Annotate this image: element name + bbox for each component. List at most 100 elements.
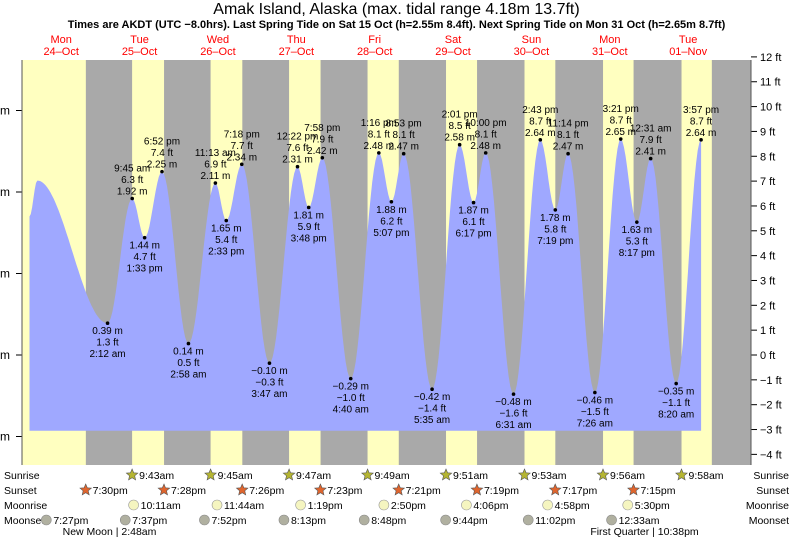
low-tide-marker: [471, 200, 476, 205]
moonset-icon: [440, 514, 451, 526]
moonrise-time: 4:06pm: [473, 500, 508, 512]
moonset-time: 8:48pm: [371, 515, 406, 527]
low-tide-marker: [553, 208, 558, 212]
sunset-icon: [548, 483, 562, 496]
tide-label: 2:01 pm: [442, 110, 478, 121]
day-name: Sun: [522, 34, 542, 46]
sunset-icon: [313, 483, 327, 496]
moonrise-icon: [128, 499, 139, 511]
tide-label: −0.29 m: [333, 382, 369, 393]
tide-label: 6.3 ft: [121, 175, 143, 186]
moonrise-time: 11:44am: [224, 500, 264, 512]
sunrise-icon: [282, 468, 296, 481]
high-tide-marker: [566, 151, 570, 156]
tide-label: 2:33 pm: [208, 247, 244, 258]
sunset-time: 7:17pm: [562, 485, 597, 497]
sunset-icon: [470, 483, 484, 496]
tide-label: 8:53 pm: [386, 119, 422, 130]
sunset-icon: [235, 483, 249, 496]
tide-label: 4:40 am: [333, 405, 369, 416]
sunset-time: 7:28pm: [171, 485, 206, 497]
row-label-moonset: Moonset: [749, 515, 789, 527]
y-tick-label-ft: −3 ft: [760, 425, 782, 437]
sunset-icon: [392, 483, 406, 496]
tide-label: 0.5 ft: [177, 358, 199, 369]
tide-label: −0.48 m: [495, 397, 531, 408]
tide-label: 8.7 ft: [610, 116, 632, 127]
high-tide-marker: [401, 151, 406, 156]
moonrise-time: 10:11am: [141, 500, 181, 512]
moonrise-icon: [378, 499, 390, 511]
low-tide-marker: [348, 376, 353, 381]
tide-label: 8:17 pm: [619, 248, 655, 259]
sunrise-icon: [361, 468, 375, 481]
tide-area: [29, 139, 702, 431]
tide-label: 2.58 m: [444, 133, 475, 144]
tide-extremes: 0.39 m1.3 ft2:12 am 9:45 am6.3 ft1.92 m 1.…: [89, 104, 719, 431]
sunset-icon: [79, 483, 93, 496]
row-label-sunrise: Sunrise: [753, 470, 789, 482]
tide-label: −0.42 m: [414, 392, 450, 403]
tide-label: 8.7 ft: [690, 116, 712, 127]
tide-label: 3:57 pm: [683, 105, 719, 116]
tide-label: 1:16 pm: [361, 118, 397, 129]
tide-label: 8.1 ft: [368, 129, 390, 140]
moonset-time: 7:27pm: [53, 515, 88, 527]
low-tide-marker: [430, 387, 434, 392]
tide-label: 1.65 m: [211, 224, 242, 235]
y-tick-label-m: 2 m: [0, 185, 10, 199]
tide-label: 6:52 pm: [144, 137, 180, 148]
tide-label: −1.4 ft: [418, 404, 446, 415]
high-tide-marker: [239, 162, 244, 167]
low-tide-marker: [224, 218, 229, 223]
sunrise-time: 9:58am: [689, 470, 724, 482]
tide-label: −1.1 ft: [662, 398, 690, 409]
y-tick-label-m: −1 m: [0, 430, 10, 444]
high-tide-marker: [130, 196, 135, 201]
sunrise-time: 9:49am: [375, 470, 410, 482]
y-tick-label-ft: 2 ft: [760, 300, 775, 312]
day-date: 24–Oct: [43, 46, 78, 58]
moonset-time: 7:52pm: [211, 515, 246, 527]
y-tick-label-m: 1 m: [0, 267, 10, 281]
tide-label: 8.1 ft: [557, 130, 579, 141]
y-tick-label-ft: −1 ft: [760, 375, 782, 387]
y-tick-label-ft: 9 ft: [760, 126, 775, 138]
y-tick-label-m: 0 m: [0, 348, 10, 362]
moon-phase: New Moon | 2:48am: [63, 526, 157, 538]
tide-label: 5:35 am: [414, 415, 450, 426]
high-tide-marker: [699, 138, 703, 142]
sunset-time: 7:21pm: [406, 485, 441, 497]
tide-label: 2.47 m: [553, 142, 584, 153]
low-tide-marker: [389, 199, 394, 204]
day-name: Thu: [287, 34, 306, 46]
moonrise-time: 1:19pm: [308, 500, 343, 512]
y-tick-label-m: 3 m: [0, 104, 10, 118]
tide-label: 11:13 am: [195, 148, 236, 159]
moonrise-time: 2:50pm: [391, 500, 426, 512]
sunrise-icon: [439, 468, 453, 481]
tide-label: 2:12 am: [89, 349, 125, 360]
sunset-time: 7:15pm: [640, 485, 675, 497]
tide-label: 2.48 m: [364, 141, 395, 152]
sunrise-time: 9:45am: [218, 470, 253, 482]
low-tide-marker: [674, 381, 678, 386]
low-tide-marker: [593, 390, 597, 395]
sunset-time: 7:23pm: [327, 485, 362, 497]
high-tide-marker: [213, 181, 218, 185]
day-name: Mon: [599, 34, 620, 46]
moonset-time: 9:44pm: [453, 515, 488, 527]
tide-label: 7.9 ft: [311, 134, 333, 145]
moonset-icon: [278, 514, 290, 526]
low-tide-marker: [186, 341, 191, 346]
sunrise-time: 9:56am: [610, 470, 645, 482]
sunrise-icon: [518, 468, 531, 481]
day-date: 25–Oct: [122, 46, 157, 58]
y-tick-label-ft: −4 ft: [760, 449, 782, 461]
tide-label: 5.8 ft: [544, 224, 566, 235]
tide-label: −0.46 m: [577, 395, 613, 406]
tide-label: 3:21 pm: [603, 104, 639, 115]
tide-label: 9:45 am: [114, 164, 150, 175]
tide-label: 11:14 pm: [548, 119, 589, 130]
moon-phase: First Quarter | 10:38pm: [590, 526, 699, 538]
